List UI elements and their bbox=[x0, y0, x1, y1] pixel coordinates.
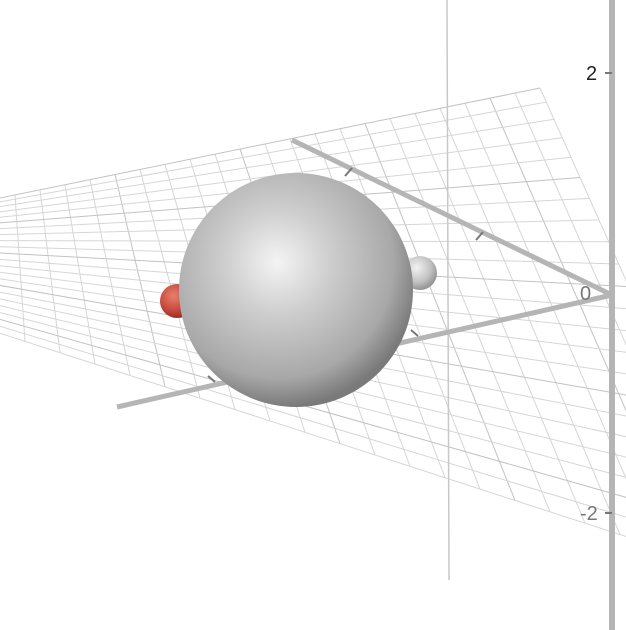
grid-line bbox=[439, 108, 621, 535]
grid-line bbox=[0, 118, 555, 208]
grid-line bbox=[0, 87, 541, 199]
grid-line bbox=[539, 87, 626, 282]
z-tick-label-2: 2 bbox=[586, 63, 597, 85]
origin-label: 0 bbox=[580, 283, 591, 305]
tick-mark bbox=[207, 375, 216, 383]
grid-line bbox=[0, 101, 547, 203]
large-sphere[interactable] bbox=[179, 173, 413, 407]
vertical-axis-back bbox=[446, 0, 450, 581]
x-axis bbox=[290, 137, 614, 298]
grid-line bbox=[0, 311, 626, 478]
grid-line bbox=[389, 118, 551, 513]
tick-mark bbox=[475, 231, 484, 241]
tick-mark bbox=[344, 167, 353, 177]
grid-line bbox=[0, 332, 626, 538]
tick-mark bbox=[410, 329, 419, 337]
grid-line bbox=[0, 325, 626, 518]
grid-line bbox=[514, 92, 626, 346]
z-tick-label-neg2: -2 bbox=[580, 503, 598, 525]
grid-line bbox=[464, 103, 626, 480]
grid-line bbox=[489, 97, 626, 412]
